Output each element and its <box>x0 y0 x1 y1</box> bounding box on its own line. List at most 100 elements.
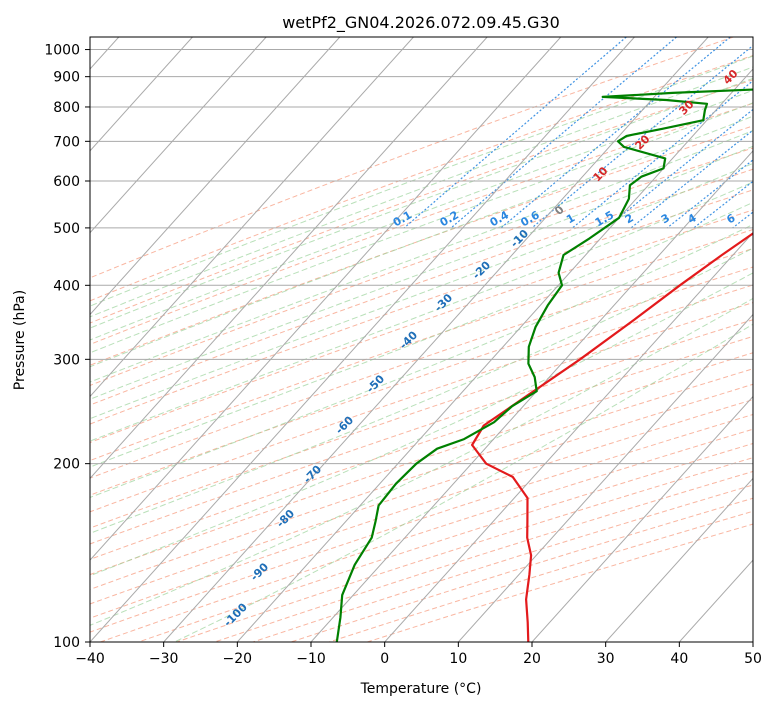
mixing-ratio-label: 0.1 <box>391 208 414 229</box>
mixing-ratio-label: 3 <box>659 211 672 226</box>
y-tick-label: 100 <box>53 635 80 651</box>
mixing-ratio-line <box>403 37 627 229</box>
dry-adiabat-label: -90 <box>248 560 271 583</box>
mixing-ratio-label: 6 <box>724 211 737 226</box>
dry-adiabat-line <box>90 248 753 479</box>
y-tick-label: 500 <box>53 221 80 237</box>
x-tick-label: 0 <box>380 651 389 667</box>
dry-adiabat-line <box>90 147 753 386</box>
x-tick-label: 20 <box>523 651 541 667</box>
isotherm-line <box>90 37 341 316</box>
dry-adiabat-line <box>90 302 753 529</box>
dry-adiabat-line <box>90 266 753 496</box>
dry-adiabat-line <box>90 319 753 545</box>
mixing-ratio-line <box>605 108 753 229</box>
y-tick-label: 900 <box>53 70 80 86</box>
dry-adiabat-line <box>90 284 753 513</box>
mixing-ratio-line <box>693 180 753 229</box>
isotherm-line <box>90 37 267 234</box>
temperature-profile-line <box>471 232 753 642</box>
plot-frame <box>89 36 754 643</box>
isotherm-line <box>752 641 753 642</box>
isotherm-line <box>90 37 488 480</box>
x-axis-ticks: −40 −30 −20 −10 0 10 20 30 40 50 <box>75 642 762 667</box>
isotherm-line <box>310 150 753 642</box>
y-tick-label: 300 <box>53 352 80 368</box>
dry-adiabat-label: -40 <box>397 328 420 351</box>
dry-adiabat-label: -100 <box>221 600 250 629</box>
moist-adiabat-line <box>90 102 753 354</box>
dry-adiabat-line <box>90 352 753 576</box>
pressure-grid <box>90 49 753 642</box>
x-tick-label: 30 <box>597 651 615 667</box>
dry-adiabat-line <box>90 335 753 560</box>
dry-adiabat-label: -80 <box>274 507 297 530</box>
isotherm-line <box>384 232 753 642</box>
x-tick-label: 40 <box>670 651 688 667</box>
dry-adiabat-line <box>100 428 753 642</box>
mixing-ratio-line <box>732 211 753 229</box>
profile-layer <box>335 88 753 642</box>
mixing-ratio-line <box>666 159 753 229</box>
y-axis-label: Pressure (hPa) <box>12 290 28 390</box>
moist-adiabat-line <box>90 115 753 368</box>
x-axis-label: Temperature (°C) <box>360 681 482 697</box>
isotherm-line <box>236 68 753 642</box>
mixing-ratio-line <box>630 129 753 229</box>
dewpoint-profile-line <box>335 88 753 642</box>
y-tick-label: 800 <box>53 100 80 116</box>
dry-adiabat-line <box>90 125 753 366</box>
dry-adiabat-line <box>90 383 753 605</box>
dry-adiabat-line <box>90 209 753 444</box>
mixing-ratio-label: 1 <box>564 211 577 226</box>
x-tick-label: −10 <box>296 651 326 667</box>
isotherm-line <box>605 477 753 642</box>
y-axis-ticks: 100 200 300 400 500 600 700 800 900 1000 <box>44 43 90 651</box>
isotherm-line <box>531 395 753 642</box>
isotherm-line <box>457 313 753 642</box>
mixing-ratio-line <box>572 79 753 229</box>
isotherm-line <box>90 37 193 152</box>
dry-adiabat-line <box>90 102 753 345</box>
y-tick-label: 1000 <box>44 43 80 59</box>
dry-adiabat-line <box>90 228 753 462</box>
x-tick-label: −40 <box>75 651 105 667</box>
mixing-ratio-label: 8 <box>753 211 766 226</box>
moist-adiabat-line <box>90 145 753 400</box>
isotherm-line <box>90 37 414 398</box>
moist-adiabat-label: 40 <box>721 67 741 87</box>
moist-adiabat-line <box>174 323 753 642</box>
dry-adiabat-line <box>90 189 753 425</box>
chart-title: wetPf2_GN04.2026.072.09.45.G30 <box>282 13 560 33</box>
y-tick-label: 600 <box>53 174 80 190</box>
y-tick-label: 400 <box>53 278 80 294</box>
dry-adiabat-label: -50 <box>364 372 387 395</box>
dry-adiabat-line <box>90 54 753 302</box>
mixing-ratio-line <box>761 37 775 228</box>
x-tick-label: −30 <box>149 651 179 667</box>
moist-adiabat-line <box>90 247 753 534</box>
x-tick-label: 50 <box>744 651 762 667</box>
y-tick-label: 700 <box>53 134 80 150</box>
line-label-layer: -100-90-80-70-60-50-40-30-20-100.1 0.2 0.4… <box>221 67 766 630</box>
y-tick-label: 200 <box>53 457 80 473</box>
dry-adiabat-line <box>90 79 753 324</box>
moist-adiabat-line <box>90 297 753 626</box>
mixing-ratio-line <box>500 37 731 229</box>
x-tick-label: −20 <box>223 651 253 667</box>
dry-adiabat-line <box>367 523 753 642</box>
dry-adiabat-line <box>328 510 753 642</box>
moist-adiabat-line <box>90 55 753 307</box>
dry-adiabat-line <box>90 168 753 406</box>
mixing-ratio-label: 2 <box>623 211 636 226</box>
mixing-ratio-label: 0.4 <box>488 208 512 229</box>
isotherm-line <box>678 559 753 642</box>
background-lines <box>90 37 775 642</box>
mixing-ratio-line <box>531 44 753 229</box>
moist-adiabat-line <box>90 162 753 420</box>
isotherm-line <box>90 37 635 642</box>
x-tick-label: 10 <box>449 651 467 667</box>
isotherm-line <box>163 37 709 642</box>
isotherm-line <box>90 37 562 561</box>
